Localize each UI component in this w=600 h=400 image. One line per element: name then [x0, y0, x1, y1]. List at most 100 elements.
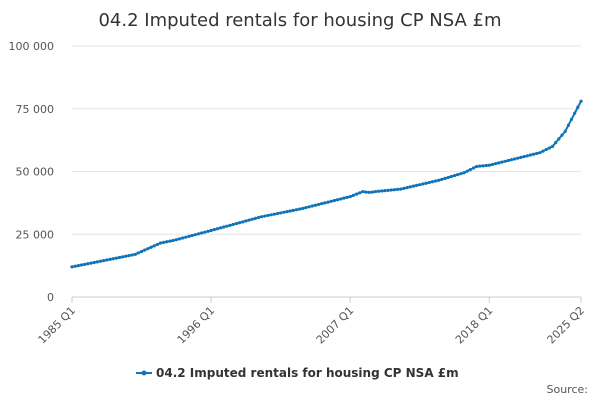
- legend-marker: [141, 370, 147, 376]
- y-tick-label: 25 000: [16, 228, 55, 241]
- data-point: [358, 191, 362, 195]
- data-point: [272, 212, 276, 216]
- data-point: [102, 259, 106, 263]
- data-point: [361, 189, 365, 194]
- data-point: [405, 186, 409, 190]
- data-point: [218, 226, 223, 230]
- data-point: [392, 188, 397, 192]
- data-point: [516, 156, 520, 160]
- data-point: [554, 141, 558, 145]
- data-point: [573, 111, 577, 115]
- data-point: [377, 189, 381, 193]
- x-tick-label: 2007 Q1: [314, 304, 357, 347]
- data-point: [471, 166, 476, 170]
- data-point: [459, 172, 463, 176]
- data-point: [383, 189, 387, 193]
- data-point: [86, 262, 90, 266]
- data-point: [76, 264, 80, 268]
- data-point: [329, 199, 333, 203]
- data-point: [95, 260, 99, 264]
- data-point: [155, 242, 159, 247]
- y-tick-label: 0: [47, 291, 54, 304]
- data-point: [209, 228, 213, 233]
- data-point: [386, 188, 390, 192]
- data-point: [234, 221, 238, 226]
- data-point: [120, 255, 125, 259]
- data-point: [513, 157, 517, 161]
- data-point: [269, 213, 273, 217]
- data-point: [323, 201, 327, 205]
- data-point: [484, 163, 488, 168]
- data-point: [143, 248, 147, 252]
- data-point: [190, 233, 194, 238]
- data-point: [456, 173, 460, 177]
- data-point: [111, 257, 115, 261]
- data-point: [70, 265, 74, 269]
- x-tick-label: 1996 Q1: [175, 304, 218, 347]
- data-point: [364, 190, 368, 194]
- data-point: [465, 169, 469, 173]
- y-tick-label: 75 000: [16, 103, 55, 116]
- data-point: [531, 152, 536, 156]
- data-point: [396, 187, 400, 191]
- data-point: [535, 151, 539, 156]
- data-point: [339, 197, 343, 201]
- x-tick-label: 1985 Q1: [36, 304, 79, 347]
- data-point: [298, 207, 302, 211]
- data-point: [506, 158, 510, 163]
- data-point: [275, 211, 280, 216]
- data-point: [544, 147, 548, 152]
- data-point: [335, 198, 340, 202]
- data-point: [538, 151, 542, 155]
- data-point: [478, 164, 482, 168]
- data-point: [215, 227, 220, 231]
- data-point: [266, 213, 270, 218]
- data-point: [73, 264, 77, 268]
- data-point: [136, 251, 140, 255]
- x-tick-label: 2018 Q1: [453, 304, 496, 347]
- data-point: [345, 195, 349, 199]
- data-point: [231, 222, 235, 227]
- data-point: [256, 215, 261, 220]
- data-point: [528, 153, 533, 157]
- data-point: [158, 241, 163, 245]
- data-point: [320, 202, 324, 206]
- data-point: [127, 253, 131, 258]
- data-point: [569, 117, 574, 121]
- data-point: [576, 105, 580, 109]
- x-tick-label: 2025 Q2: [545, 304, 588, 347]
- data-point: [566, 123, 570, 127]
- data-point: [560, 133, 564, 137]
- data-point: [348, 195, 352, 199]
- data-point: [557, 137, 561, 141]
- data-point: [550, 144, 555, 148]
- data-point: [285, 210, 289, 214]
- data-point: [206, 229, 210, 233]
- data-point: [497, 161, 501, 165]
- data-point: [117, 255, 122, 260]
- data-point: [373, 189, 378, 194]
- data-point: [225, 224, 229, 228]
- data-point: [351, 193, 355, 197]
- data-point: [427, 180, 431, 185]
- data-point: [171, 238, 175, 243]
- data-point: [421, 182, 425, 186]
- data-point: [152, 244, 156, 248]
- data-point: [241, 220, 245, 224]
- data-point: [307, 205, 311, 209]
- data-point: [541, 149, 545, 153]
- data-point: [389, 188, 393, 192]
- data-point: [313, 203, 318, 207]
- data-point: [105, 258, 109, 262]
- data-point: [430, 180, 435, 184]
- data-point: [146, 247, 150, 251]
- data-point: [342, 196, 346, 200]
- data-point: [165, 240, 169, 244]
- data-point: [481, 164, 485, 168]
- data-point: [282, 210, 286, 214]
- data-point: [433, 179, 438, 183]
- data-point: [212, 228, 216, 232]
- data-point: [228, 223, 232, 227]
- data-point: [402, 186, 406, 190]
